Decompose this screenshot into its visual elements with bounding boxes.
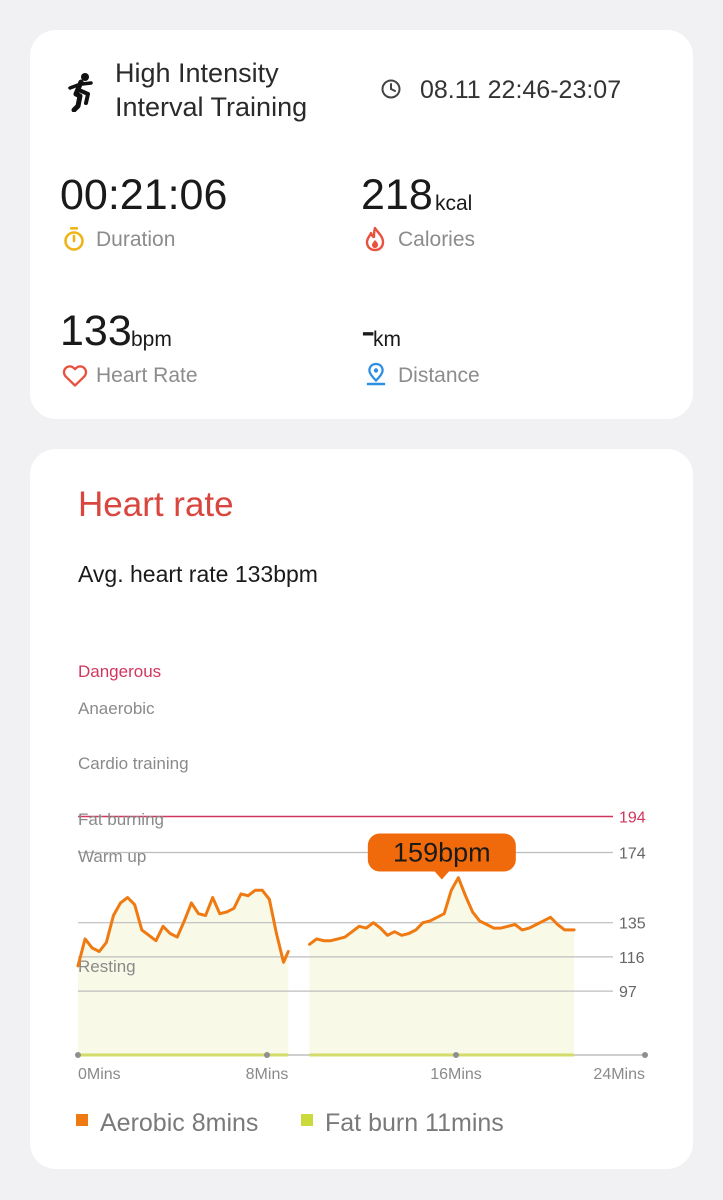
duration-label: Duration xyxy=(96,228,176,251)
heart-rate-label: Heart Rate xyxy=(96,364,198,387)
location-pin-icon xyxy=(366,362,386,386)
aerobic-legend-swatch xyxy=(76,1114,88,1126)
zone-threshold-label-2: 135 xyxy=(619,916,646,933)
distance-value: - xyxy=(361,307,376,355)
heart-rate-line-0 xyxy=(76,888,290,968)
zone-label-3: Fat burning xyxy=(78,810,164,829)
heart-rate-value: 133 xyxy=(60,307,132,355)
heart-rate-chart: 194 174 135 116 97 Dangerous Anaerobic Cardio t… xyxy=(75,662,648,1083)
zone-label-0: Dangerous xyxy=(78,662,161,681)
fat-burn-legend-swatch xyxy=(301,1114,313,1126)
x-tick-label-1: 8Mins xyxy=(246,1066,289,1083)
x-tick-dot-3 xyxy=(642,1052,648,1058)
running-person-icon xyxy=(68,73,93,112)
fat-burn-legend-label: Fat burn 11mins xyxy=(325,1109,504,1137)
zone-threshold-label-0: 194 xyxy=(619,810,646,827)
zone-threshold-label-4: 97 xyxy=(619,984,637,1001)
distance-label: Distance xyxy=(398,364,480,387)
heart-rate-area-0 xyxy=(78,890,289,1055)
distance-unit: km xyxy=(373,328,401,351)
x-tick-dot-0 xyxy=(75,1052,81,1058)
workout-title-line2: Interval Training xyxy=(115,92,308,122)
zone-label-2: Cardio training xyxy=(78,754,189,773)
calories-label: Calories xyxy=(398,228,476,251)
peak-callout-pointer xyxy=(433,870,450,880)
heart-rate-card: Heart rate Avg. heart rate 133bpm 194 174… xyxy=(30,449,693,1169)
zone-threshold-label-1: 174 xyxy=(619,846,646,863)
stopwatch-icon xyxy=(64,227,84,251)
duration-value: 00:21:06 xyxy=(60,171,228,219)
heart-rate-area-1 xyxy=(309,877,575,1055)
zone-threshold-label-3: 116 xyxy=(619,950,645,967)
aerobic-legend-label: Aerobic 8mins xyxy=(100,1109,259,1137)
heart-rate-line-1 xyxy=(308,876,576,946)
peak-callout-label: 159bpm xyxy=(393,838,491,868)
zone-label-5: Resting xyxy=(78,957,136,976)
heart-rate-section-title: Heart rate xyxy=(78,485,234,524)
x-tick-label-3: 24Mins xyxy=(593,1066,645,1083)
x-tick-label-0: 0Mins xyxy=(78,1066,121,1083)
workout-summary-card: High Intensity Interval Training 08.11 2… xyxy=(30,30,693,419)
calories-unit: kcal xyxy=(435,192,473,215)
workout-title-line1: High Intensity xyxy=(115,58,279,88)
heart-rate-unit: bpm xyxy=(131,328,172,351)
clock-icon xyxy=(381,79,401,99)
workout-time-range: 08.11 22:46-23:07 xyxy=(420,76,622,104)
x-tick-dot-2 xyxy=(453,1052,459,1058)
heart-icon xyxy=(62,365,88,387)
zone-label-4: Warm up xyxy=(78,847,146,866)
zone-label-1: Anaerobic xyxy=(78,699,155,718)
average-heart-rate-text: Avg. heart rate 133bpm xyxy=(78,561,318,587)
x-tick-dot-1 xyxy=(264,1052,270,1058)
flame-icon xyxy=(365,226,385,252)
x-tick-label-2: 16Mins xyxy=(430,1066,482,1083)
calories-value: 218 xyxy=(361,171,433,219)
peak-callout-bubble xyxy=(367,833,516,872)
